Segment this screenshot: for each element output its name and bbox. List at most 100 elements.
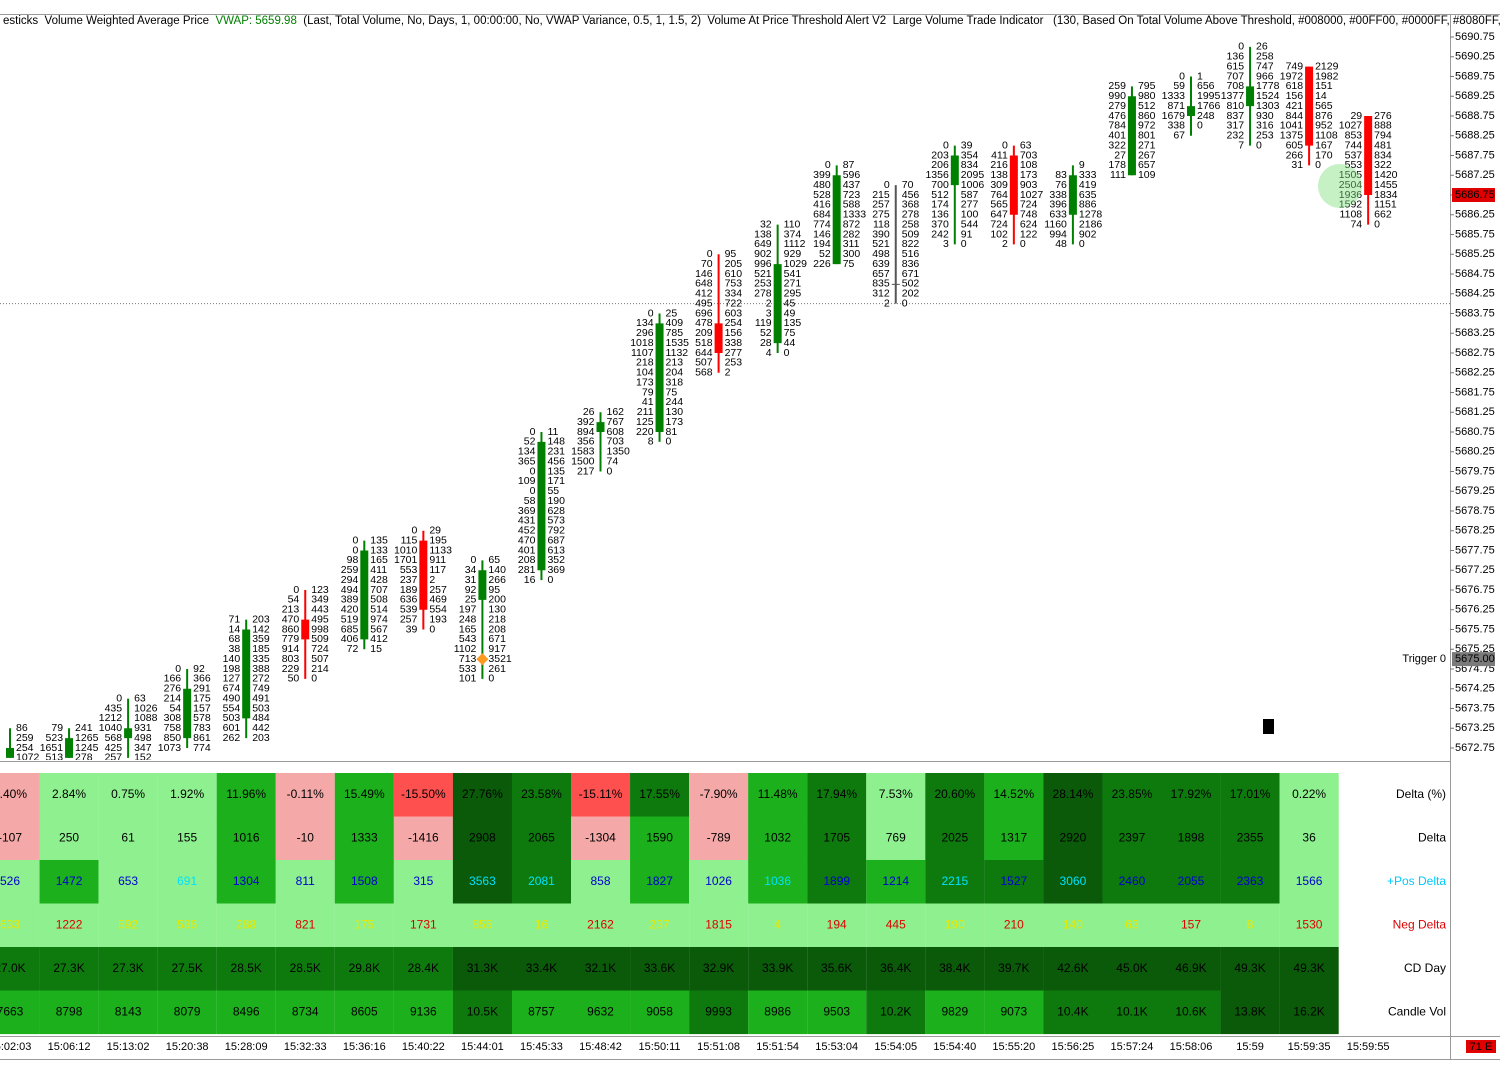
- bid-volume: 134: [636, 317, 654, 329]
- bid-volume: 553: [1345, 159, 1363, 171]
- bid-volume: 990: [1108, 90, 1126, 102]
- bid-volume: 248: [459, 613, 477, 625]
- table-value: 8605: [351, 1005, 378, 1019]
- ask-volume: 1303: [1256, 100, 1280, 112]
- table-value: 28.14%: [1053, 787, 1094, 801]
- table-cell: [39, 773, 99, 817]
- table-value: 1899: [823, 874, 850, 888]
- table-cell: [1043, 816, 1103, 861]
- table-value: 11.96%: [226, 787, 266, 801]
- time-label: 15:59:35: [1288, 1041, 1331, 1053]
- table-cell: [334, 816, 394, 861]
- time-label: 15:59:55: [1347, 1041, 1390, 1053]
- table-value: 2081: [528, 874, 555, 888]
- bid-volume: 275: [872, 209, 890, 221]
- table-value: 2215: [941, 874, 968, 888]
- table-cell: [452, 947, 512, 991]
- table-cell: [925, 903, 985, 948]
- ask-volume: 0: [1256, 139, 1262, 151]
- bid-volume: 1040: [99, 722, 123, 734]
- ask-volume: 214: [311, 663, 329, 675]
- ask-volume: 29: [429, 525, 441, 537]
- bid-volume: 52: [760, 327, 772, 339]
- bid-volume: 707: [1227, 70, 1245, 82]
- ask-volume: 91: [961, 228, 973, 240]
- price-tick-label: 5686.25: [1455, 209, 1495, 221]
- table-value: 1317: [1000, 831, 1027, 845]
- table-cell: [925, 990, 985, 1035]
- ask-volume: 300: [843, 248, 861, 260]
- table-cell: [452, 860, 512, 904]
- bid-volume: 639: [872, 258, 890, 270]
- bid-volume: 206: [931, 159, 949, 171]
- ask-volume: 318: [666, 376, 684, 388]
- table-value: 2363: [1237, 874, 1264, 888]
- table-cell: [98, 990, 158, 1035]
- candle-body: [478, 570, 487, 600]
- table-cell: [630, 903, 690, 948]
- ask-volume: 980: [1138, 90, 1156, 102]
- bid-volume: 657: [872, 268, 890, 280]
- price-tick-label: 5677.25: [1455, 564, 1495, 576]
- bid-volume: 229: [282, 663, 300, 675]
- table-value: 13.8K: [1234, 1005, 1265, 1019]
- ask-volume: 75: [666, 386, 678, 398]
- ask-volume: 1455: [1374, 179, 1398, 191]
- bid-volume: 0: [530, 485, 536, 497]
- price-tick-label: 5673.25: [1455, 722, 1495, 734]
- table-cell: [1102, 816, 1162, 861]
- ask-volume: 503: [252, 702, 270, 714]
- price-tick-label: 5677.75: [1455, 544, 1495, 556]
- table-value: 9136: [410, 1005, 437, 1019]
- time-label: 15:54:05: [874, 1041, 917, 1053]
- table-value: -1416: [408, 831, 439, 845]
- table-value: 63: [1125, 918, 1139, 932]
- bid-volume: 0: [352, 534, 358, 546]
- bid-volume: 262: [223, 732, 241, 744]
- bid-volume: 146: [813, 228, 831, 240]
- time-label: 15:51:54: [756, 1041, 799, 1053]
- bid-volume: 844: [1286, 110, 1304, 122]
- table-value: 15.49%: [344, 787, 385, 801]
- table-value: 1590: [646, 831, 673, 845]
- ask-volume: 133: [370, 544, 388, 556]
- bid-volume: 902: [754, 248, 772, 260]
- candle-body: [1009, 155, 1018, 215]
- ask-volume: 171: [547, 475, 565, 487]
- bid-volume: 322: [1108, 139, 1126, 151]
- ask-volume: 509: [902, 228, 920, 240]
- table-value: 10.5K: [467, 1005, 498, 1019]
- table-value: -107: [0, 831, 22, 845]
- time-label: 15:51:08: [697, 1041, 740, 1053]
- table-cell: [216, 773, 276, 817]
- bid-volume: 25: [465, 594, 477, 606]
- table-cell: [807, 947, 867, 991]
- ask-volume: 123: [311, 584, 329, 596]
- bid-volume: 835: [872, 278, 890, 290]
- table-cell: [275, 816, 335, 861]
- table-cell: [748, 773, 808, 817]
- bid-volume: 48: [1055, 238, 1067, 250]
- ask-volume: 156: [725, 327, 743, 339]
- bid-volume: 758: [164, 722, 182, 734]
- ask-volume: 0: [547, 574, 553, 586]
- bid-volume: 1041: [1280, 120, 1304, 132]
- ask-volume: 316: [1256, 120, 1274, 132]
- bid-volume: 871: [1167, 100, 1185, 112]
- table-value: 811: [296, 874, 315, 888]
- candle-body: [596, 422, 605, 432]
- price-tick-label: 5688.75: [1455, 110, 1495, 122]
- bid-volume: 294: [341, 574, 359, 586]
- bid-volume: 52: [524, 436, 536, 448]
- bid-volume: 392: [577, 416, 595, 428]
- bid-volume: 3: [943, 238, 949, 250]
- bid-volume: 26: [583, 406, 595, 418]
- table-value: 32.9K: [703, 961, 734, 975]
- bid-volume: 713: [459, 653, 477, 665]
- ask-volume: 902: [1079, 228, 1097, 240]
- table-cell: [1102, 947, 1162, 991]
- table-value: 1472: [56, 874, 83, 888]
- price-tick-label: 5682.25: [1455, 367, 1495, 379]
- ask-volume: 2095: [961, 169, 985, 181]
- price-tick-label: 5672.75: [1455, 742, 1495, 754]
